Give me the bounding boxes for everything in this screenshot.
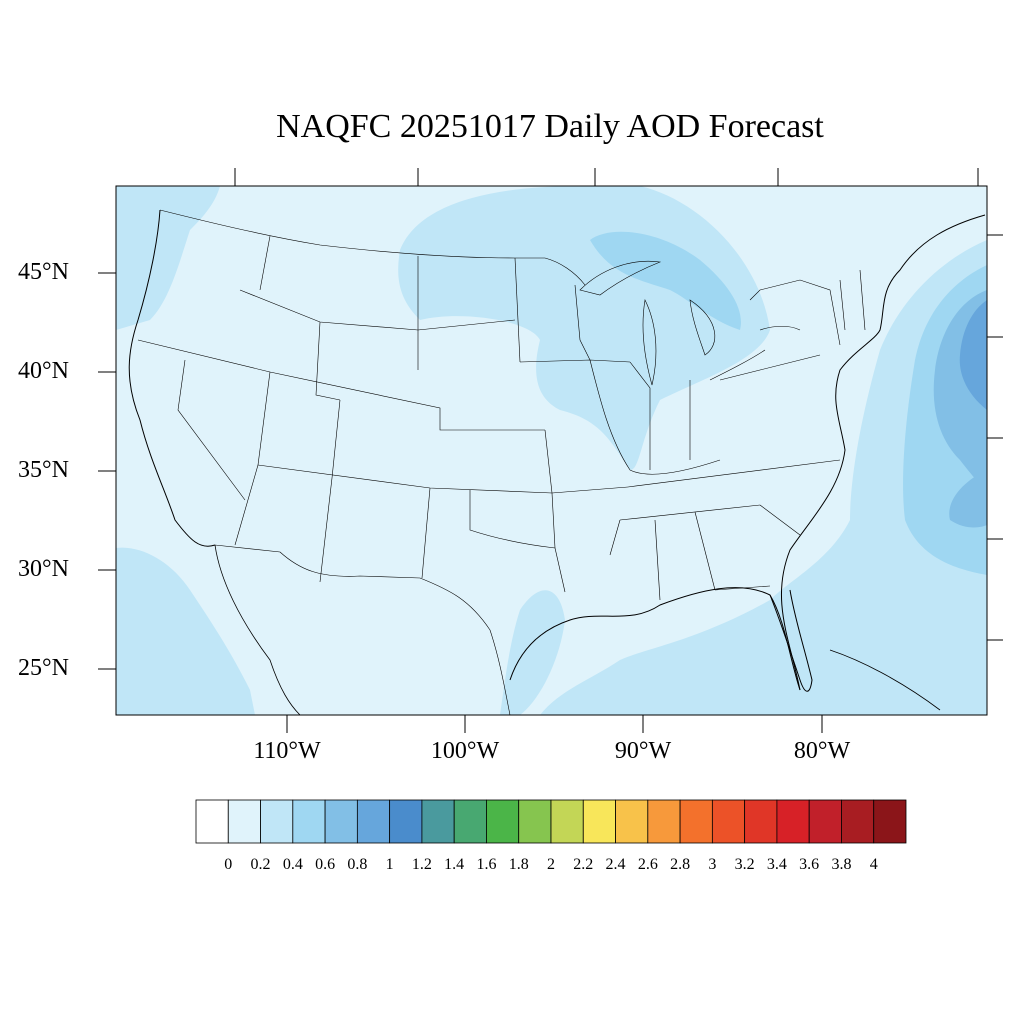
aod-region-gulf-west bbox=[500, 590, 565, 715]
colorbar-swatch bbox=[227, 799, 261, 844]
lat-label-25n: 25°N bbox=[18, 655, 69, 681]
colorbar bbox=[195, 799, 907, 844]
colorbar-swatch bbox=[389, 799, 423, 844]
colorbar-swatch bbox=[292, 799, 326, 844]
colorbar-tick-label: 2.8 bbox=[670, 856, 691, 873]
colorbar-tick-label: 0.8 bbox=[347, 856, 368, 873]
colorbar-tick-label: 1.6 bbox=[476, 856, 497, 873]
west-coast bbox=[128, 209, 216, 547]
lat-label-35n: 35°N bbox=[18, 457, 69, 483]
lon-label-80w: 80°W bbox=[793, 738, 851, 764]
colorbar-swatch bbox=[518, 799, 552, 844]
lat-label-45n: 45°N bbox=[18, 259, 69, 285]
colorbar-tick-label: 1.2 bbox=[411, 856, 432, 873]
colorbar-tick-label: 0.6 bbox=[315, 856, 336, 873]
colorbar-swatch bbox=[647, 799, 681, 844]
left-ticks bbox=[98, 272, 116, 670]
lon-label-90w: 90°W bbox=[614, 738, 672, 764]
lat-label-40n: 40°N bbox=[18, 358, 69, 384]
colorbar-swatch bbox=[453, 799, 487, 844]
colorbar-tick-label: 0.2 bbox=[250, 856, 271, 873]
colorbar-tick-label: 3 bbox=[708, 856, 717, 873]
colorbar-swatch bbox=[744, 799, 778, 844]
aod-contours bbox=[116, 186, 987, 715]
colorbar-swatch bbox=[550, 799, 584, 844]
colorbar-tick-label: 2 bbox=[547, 856, 555, 873]
aod-region-atlantic-south bbox=[949, 470, 987, 528]
colorbar-swatch bbox=[873, 799, 907, 844]
colorbar-swatch bbox=[195, 799, 229, 844]
florida bbox=[769, 589, 813, 692]
map-title: NAQFC 20251017 Daily AOD Forecast bbox=[276, 108, 824, 145]
lake-ontario bbox=[759, 325, 801, 331]
lake-erie bbox=[709, 349, 766, 381]
lake-superior bbox=[579, 260, 662, 296]
colorbar-tick-label: 3.4 bbox=[766, 856, 787, 873]
lat-label-30n: 30°N bbox=[18, 556, 69, 582]
state-boundaries bbox=[128, 209, 986, 715]
colorbar-swatch bbox=[486, 799, 520, 844]
colorbar-tick-label: 3.8 bbox=[831, 856, 852, 873]
aod-region-atlantic-peak bbox=[959, 300, 987, 410]
map-frame bbox=[115, 185, 988, 716]
colorbar-swatch bbox=[260, 799, 294, 844]
us-canada-border bbox=[159, 209, 586, 286]
colorbar-tick-label: 2.4 bbox=[605, 856, 626, 873]
aod-region-michigan bbox=[590, 231, 741, 330]
aod-region-pacific bbox=[116, 547, 255, 715]
colorbar-tick-label: 0.4 bbox=[282, 856, 303, 873]
colorbar-swatch bbox=[808, 799, 842, 844]
colorbar-tick-label: 1.8 bbox=[508, 856, 529, 873]
mexico-border bbox=[214, 544, 511, 715]
colorbar-tick-label: 2.6 bbox=[637, 856, 658, 873]
colorbar-tick-label: 1.4 bbox=[444, 856, 465, 873]
top-ticks bbox=[234, 168, 979, 186]
colorbar-tick-label: 2.2 bbox=[573, 856, 594, 873]
baja bbox=[214, 544, 301, 715]
colorbar-swatch bbox=[615, 799, 649, 844]
colorbar-swatch bbox=[711, 799, 746, 844]
east-coast bbox=[780, 214, 986, 691]
colorbar-swatch bbox=[841, 799, 875, 844]
colorbar-tick-label: 3.2 bbox=[734, 856, 755, 873]
gulf-coast bbox=[509, 587, 801, 691]
colorbar-tick-label: 4 bbox=[869, 856, 878, 873]
cuba bbox=[829, 649, 941, 711]
lon-label-100w: 100°W bbox=[430, 738, 500, 764]
lake-michigan bbox=[642, 299, 657, 386]
colorbar-tick-label: 3.6 bbox=[799, 856, 820, 873]
bottom-ticks bbox=[286, 715, 823, 733]
lon-label-110w: 110°W bbox=[253, 738, 321, 764]
right-ticks bbox=[987, 234, 1003, 641]
colorbar-swatch bbox=[421, 799, 455, 844]
colorbar-swatch bbox=[679, 799, 713, 844]
colorbar-tick-label: 1 bbox=[385, 856, 394, 873]
colorbar-swatch bbox=[776, 799, 810, 844]
aod-region-northwest bbox=[116, 186, 220, 330]
colorbar-swatch bbox=[356, 799, 391, 844]
colorbar-swatch bbox=[324, 799, 358, 844]
aod-region-atlantic bbox=[540, 240, 987, 715]
colorbar-swatch bbox=[582, 799, 616, 844]
colorbar-tick-label: 0 bbox=[224, 856, 233, 873]
